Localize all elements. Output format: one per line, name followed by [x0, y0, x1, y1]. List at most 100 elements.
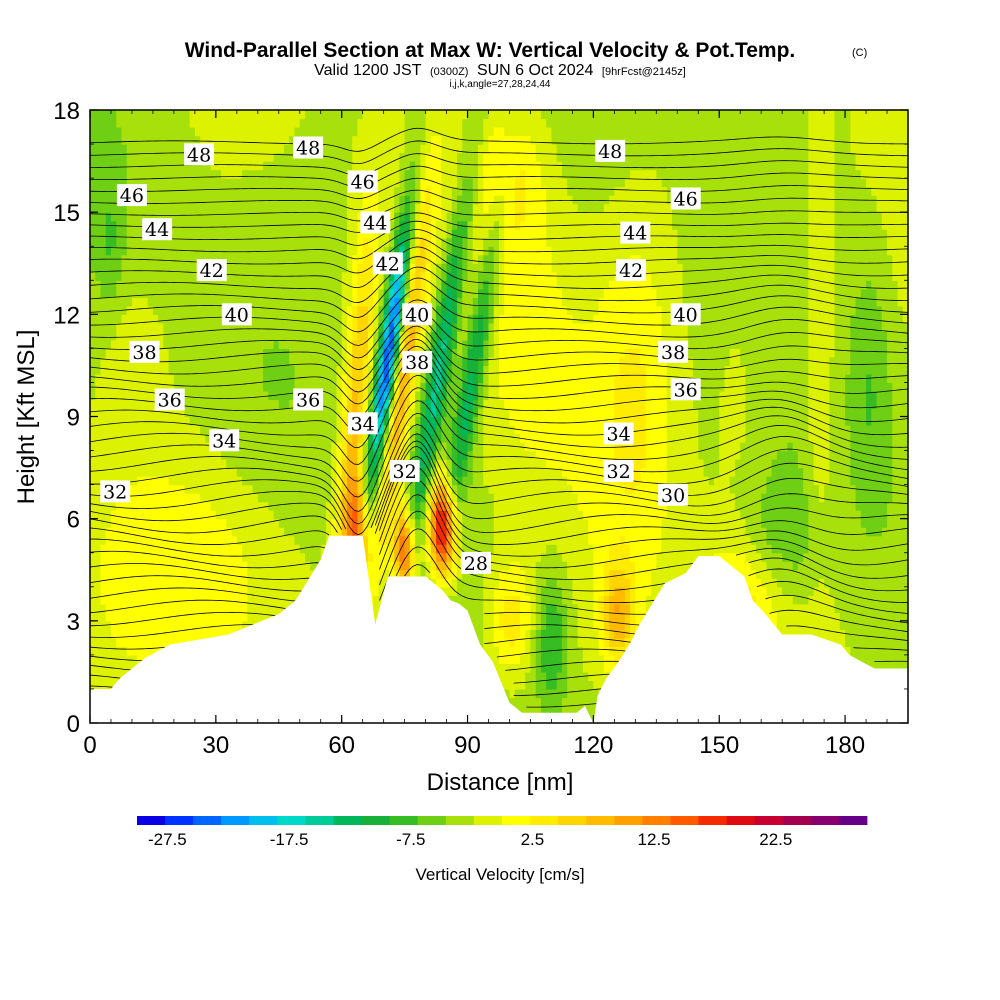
field-cell	[210, 467, 217, 477]
field-cell	[362, 518, 369, 528]
field-cell	[315, 220, 322, 230]
field-cell	[284, 186, 290, 196]
field-cell	[168, 271, 175, 281]
field-cell	[415, 322, 421, 332]
field-cell	[336, 220, 343, 230]
field-cell	[430, 297, 437, 307]
field-cell	[257, 135, 264, 145]
field-cell	[221, 288, 227, 298]
field-cell	[404, 229, 411, 239]
field-cell	[131, 493, 138, 503]
field-cell	[278, 399, 285, 409]
field-cell	[200, 135, 206, 145]
field-cell	[310, 271, 317, 281]
field-cell	[116, 637, 123, 647]
field-cell	[357, 195, 364, 205]
field-cell	[168, 297, 175, 307]
field-cell	[331, 118, 338, 128]
field-cell	[184, 399, 191, 409]
field-cell	[331, 442, 338, 452]
field-cell	[436, 237, 442, 247]
field-cell	[430, 314, 437, 324]
field-cell	[388, 127, 395, 137]
field-cell	[158, 365, 165, 375]
field-cell	[441, 586, 448, 596]
field-cell	[90, 135, 96, 145]
field-cell	[320, 237, 327, 247]
field-cell	[194, 527, 201, 537]
field-cell	[409, 220, 416, 230]
field-cell	[215, 586, 222, 596]
field-cell	[284, 237, 290, 247]
field-cell	[189, 425, 196, 435]
field-cell	[215, 161, 222, 171]
field-cell	[126, 161, 133, 171]
field-cell	[257, 280, 264, 290]
field-cell	[404, 527, 411, 537]
field-cell	[90, 305, 96, 315]
field-cell	[163, 314, 170, 324]
field-cell	[168, 476, 175, 486]
field-cell	[126, 135, 133, 145]
field-cell	[100, 603, 107, 613]
field-cell	[252, 144, 259, 154]
field-cell	[299, 220, 306, 230]
field-cell	[331, 322, 338, 332]
field-cell	[131, 416, 138, 426]
field-cell	[173, 450, 180, 460]
field-cell	[257, 595, 264, 605]
field-cell	[231, 501, 238, 511]
field-cell	[90, 229, 96, 239]
field-cell	[446, 322, 453, 332]
field-cell	[163, 263, 170, 273]
field-cell	[168, 603, 175, 613]
field-cell	[325, 382, 332, 392]
field-cell	[236, 433, 243, 443]
field-cell	[90, 442, 96, 452]
field-cell	[284, 110, 290, 120]
field-cell	[221, 169, 227, 179]
field-cell	[168, 373, 175, 384]
field-cell	[383, 527, 390, 537]
field-cell	[404, 280, 411, 290]
field-cell	[179, 254, 185, 264]
field-cell	[231, 586, 238, 596]
field-cell	[95, 331, 102, 341]
field-cell	[415, 280, 421, 290]
field-cell	[152, 110, 159, 120]
field-cell	[315, 459, 322, 469]
field-cell	[179, 425, 185, 435]
field-cell	[320, 535, 327, 545]
field-cell	[378, 561, 385, 571]
field-cell	[247, 348, 254, 358]
field-cell	[420, 518, 427, 528]
field-cell	[341, 518, 348, 528]
field-cell	[425, 561, 432, 571]
field-cell	[173, 263, 180, 273]
field-cell	[95, 501, 102, 511]
field-cell	[110, 680, 117, 690]
field-cell	[278, 518, 285, 528]
field-cell	[100, 152, 107, 162]
field-cell	[294, 203, 301, 213]
field-cell	[362, 535, 369, 545]
field-cell	[315, 527, 322, 537]
field-cell	[189, 237, 196, 247]
field-cell	[284, 382, 290, 392]
field-cell	[352, 510, 359, 520]
field-cell	[310, 459, 317, 469]
field-cell	[263, 544, 269, 554]
field-cell	[236, 459, 243, 469]
field-cell	[158, 637, 165, 647]
field-cell	[252, 365, 259, 375]
field-cell	[231, 518, 238, 528]
field-cell	[236, 467, 243, 477]
field-cell	[231, 110, 238, 120]
field-cell	[221, 527, 227, 537]
field-cell	[404, 263, 411, 273]
field-cell	[430, 407, 437, 418]
field-cell	[116, 450, 123, 460]
field-cell	[268, 263, 275, 273]
field-cell	[273, 382, 280, 392]
